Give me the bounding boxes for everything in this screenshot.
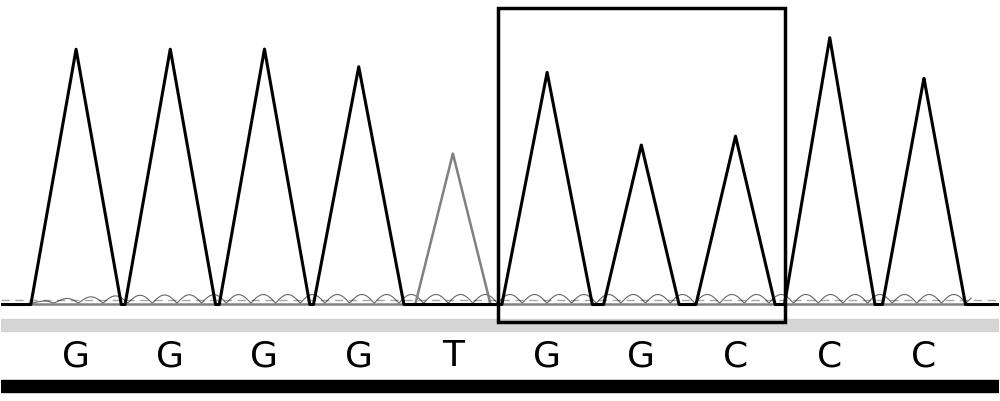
Bar [1,319,999,331]
Bar [498,9,785,322]
Text: G: G [533,338,561,373]
Text: G: G [627,338,655,373]
Text: G: G [250,338,278,373]
Text: C: C [817,338,842,373]
Text: C: C [723,338,748,373]
Text: G: G [345,338,373,373]
Bar [1,380,999,392]
Text: G: G [62,338,90,373]
Text: T: T [442,338,464,373]
Text: G: G [156,338,184,373]
Text: C: C [911,338,937,373]
